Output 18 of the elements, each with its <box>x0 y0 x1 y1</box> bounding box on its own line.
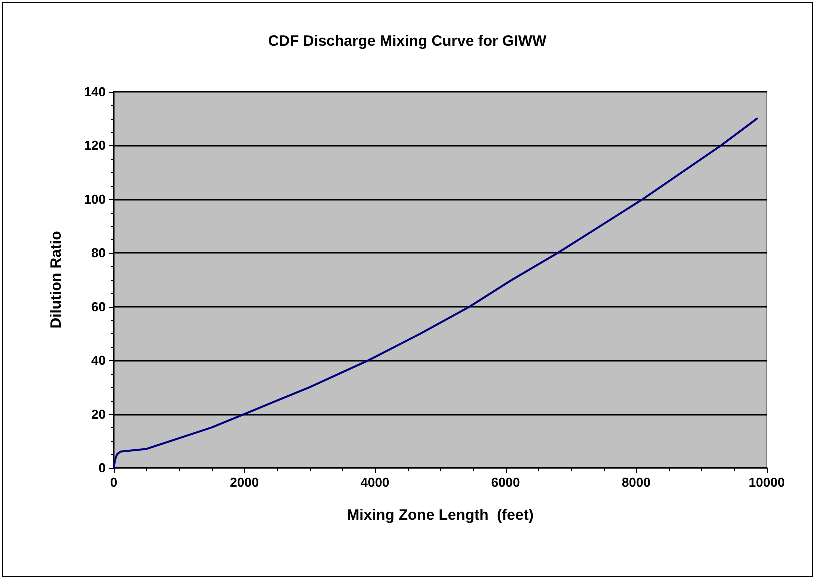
x-tick-label: 10000 <box>748 475 786 490</box>
y-tick-label: 0 <box>98 460 106 476</box>
x-tick-label: 2000 <box>230 475 260 490</box>
y-tick-label: 100 <box>84 192 106 207</box>
y-tick-label: 60 <box>92 299 106 314</box>
x-tick-label: 0 <box>110 475 118 490</box>
x-tick-label: 6000 <box>491 475 520 490</box>
y-tick-label: 80 <box>92 246 106 261</box>
x-tick-label: 8000 <box>622 475 651 490</box>
y-tick-label: 40 <box>92 353 106 368</box>
x-axis-title: Mixing Zone Length (feet) <box>347 507 534 524</box>
y-tick-label: 20 <box>92 406 106 422</box>
x-tick-label: 4000 <box>360 475 390 490</box>
y-tick-label: 120 <box>84 138 106 154</box>
y-tick-label: 140 <box>84 84 106 100</box>
chart-title: CDF Discharge Mixing Curve for GIWW <box>268 33 548 50</box>
line-series <box>113 118 758 469</box>
y-axis-title: Dilution Ratio <box>48 231 65 329</box>
